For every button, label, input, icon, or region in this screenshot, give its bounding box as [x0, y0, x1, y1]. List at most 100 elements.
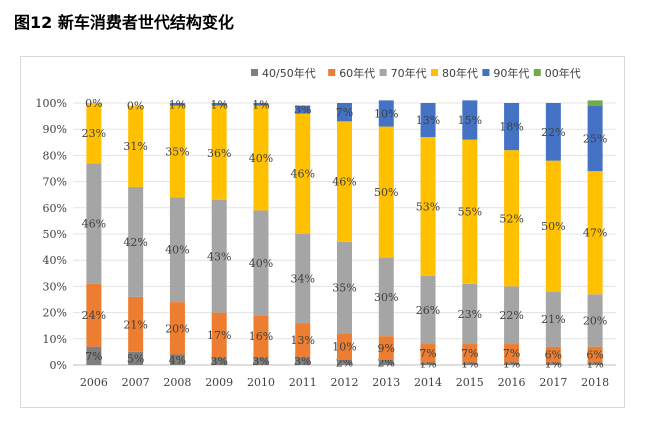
- data-label: 5%: [127, 352, 144, 365]
- bar-segment: [378, 100, 394, 127]
- bar-segment: [587, 346, 603, 363]
- data-label: 26%: [416, 304, 440, 317]
- data-label: 46%: [332, 176, 356, 189]
- data-label: 0%: [127, 100, 144, 113]
- data-label: 22%: [499, 309, 523, 322]
- bar-segment: [253, 103, 269, 106]
- data-label: 17%: [207, 329, 231, 342]
- bar-segment: [253, 315, 269, 358]
- bar-segment: [504, 103, 520, 151]
- y-tick-label: 100%: [36, 97, 67, 110]
- x-tick-label: 2012: [331, 376, 359, 389]
- data-label: 40%: [165, 244, 189, 257]
- data-label: 1%: [252, 98, 269, 111]
- data-label: 20%: [165, 322, 189, 335]
- data-label: 43%: [207, 250, 231, 263]
- bar-segment: [462, 100, 478, 140]
- bar-segment: [169, 302, 185, 355]
- bar-segment: [169, 354, 185, 365]
- data-label: 3%: [294, 355, 311, 368]
- bar-segment: [337, 121, 352, 242]
- y-tick-label: 0%: [50, 359, 67, 372]
- data-label: 36%: [207, 147, 231, 160]
- bar-segment: [211, 103, 227, 106]
- bar-segment: [545, 103, 561, 161]
- data-label: 1%: [210, 98, 227, 111]
- bar-segment: [587, 171, 603, 295]
- bar-segment: [295, 113, 311, 234]
- bar-segment: [504, 362, 520, 365]
- data-label: 46%: [82, 218, 106, 231]
- y-tick-label: 70%: [43, 176, 67, 189]
- data-label: 52%: [499, 212, 523, 225]
- data-label: 22%: [541, 126, 565, 139]
- bar-segment: [128, 186, 144, 297]
- bar-segment: [587, 294, 603, 347]
- y-tick-label: 10%: [43, 333, 67, 346]
- x-tick-label: 2008: [163, 376, 191, 389]
- data-label: 6%: [586, 349, 603, 362]
- x-tick-label: 2015: [456, 376, 484, 389]
- y-tick-label: 90%: [43, 123, 67, 136]
- data-label: 35%: [332, 282, 356, 295]
- bar-segment: [128, 105, 144, 187]
- legend-label: 80年代: [442, 66, 478, 80]
- bar-segment: [587, 100, 603, 106]
- data-label: 0%: [85, 97, 102, 110]
- data-label: 25%: [583, 132, 607, 145]
- bar-segment: [211, 357, 227, 365]
- legend-swatch: [431, 69, 438, 76]
- bar-segment: [337, 241, 352, 334]
- data-label: 55%: [458, 206, 482, 219]
- bar-segment: [462, 139, 478, 284]
- data-label: 40%: [249, 257, 273, 270]
- bar-segment: [295, 323, 311, 358]
- x-tick-label: 2013: [372, 376, 400, 389]
- data-label: 23%: [458, 308, 482, 321]
- data-label: 7%: [503, 347, 520, 360]
- data-label: 3%: [252, 355, 269, 368]
- bar-segment: [420, 362, 436, 365]
- data-label: 3%: [210, 355, 227, 368]
- bar-segment: [420, 275, 436, 345]
- data-label: 23%: [82, 127, 106, 140]
- bar-segment: [378, 359, 394, 365]
- data-label: 7%: [419, 347, 436, 360]
- chart-frame: 0% 10% 20% 30% 40% 50% 60% 70% 80% 90% 100% 7% 24% 46…: [20, 56, 625, 408]
- bar-segment: [295, 357, 311, 365]
- x-tick-label: 2010: [247, 376, 275, 389]
- bar-segment: [169, 103, 185, 106]
- legend-swatch: [533, 69, 541, 76]
- data-label: 1%: [169, 98, 186, 111]
- bar-segment: [420, 103, 436, 138]
- data-label: 50%: [541, 220, 565, 233]
- bar-segment: [86, 283, 102, 347]
- bar-segment: [545, 160, 561, 292]
- y-tick-label: 20%: [43, 307, 67, 320]
- bar-segment: [545, 291, 561, 347]
- bar-segment: [504, 344, 520, 363]
- data-label: 21%: [541, 313, 565, 326]
- bar-segment: [211, 105, 227, 200]
- x-tick-label: 2011: [289, 376, 317, 389]
- bar-segment: [295, 234, 311, 324]
- bar-segment: [211, 199, 227, 313]
- bar-segment: [86, 103, 102, 164]
- data-label: 47%: [583, 227, 607, 240]
- y-tick-label: 80%: [43, 149, 67, 162]
- data-label: 18%: [499, 121, 523, 134]
- data-label: 6%: [545, 349, 562, 362]
- data-label: 13%: [416, 114, 440, 127]
- stacked-bar-chart: 0% 10% 20% 30% 40% 50% 60% 70% 80% 90% 100% 7% 24% 46…: [36, 66, 616, 389]
- data-label: 3%: [294, 104, 311, 117]
- data-label: 50%: [374, 186, 398, 199]
- x-tick-label: 2007: [122, 376, 150, 389]
- figure-title: 图12 新车消费者世代结构变化: [14, 13, 234, 32]
- bar-segment: [169, 105, 185, 198]
- legend-swatch: [251, 69, 258, 76]
- bar-segment: [545, 346, 561, 363]
- x-tick-label: 2017: [539, 376, 567, 389]
- bar-segment: [295, 105, 311, 114]
- data-label: 40%: [249, 152, 273, 165]
- bar-segment: [504, 286, 520, 345]
